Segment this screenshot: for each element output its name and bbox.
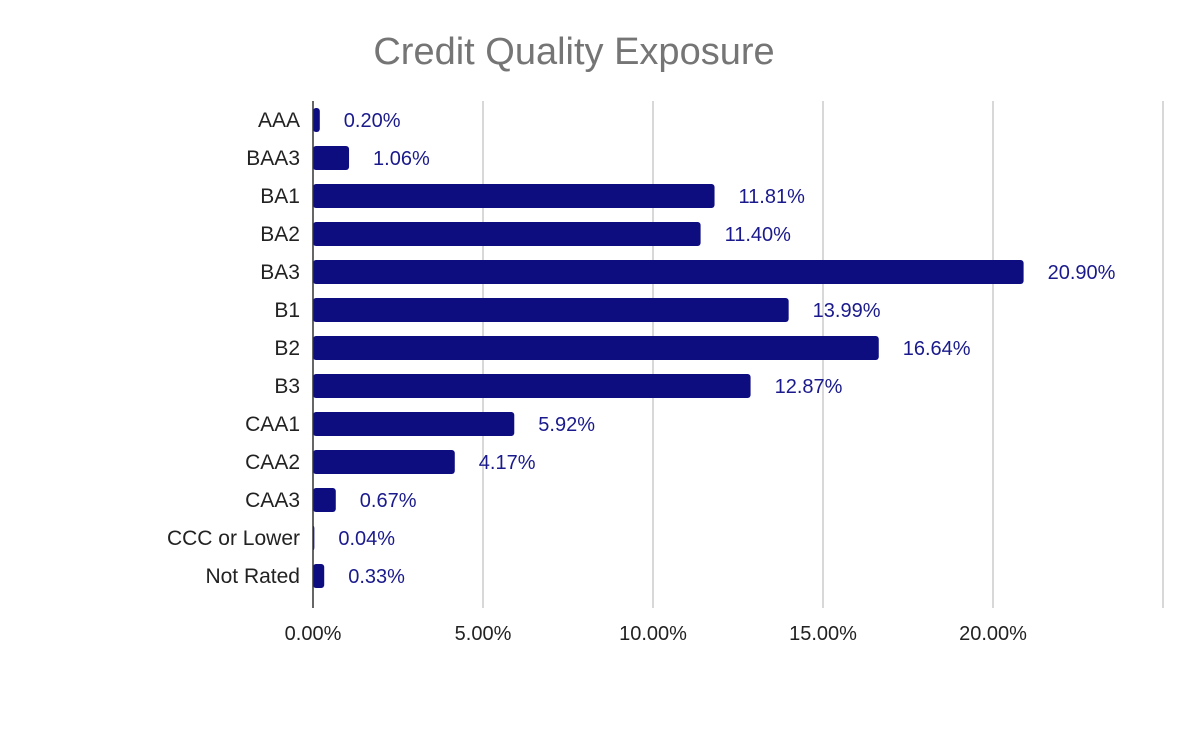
x-tick-label: 0.00% bbox=[285, 623, 342, 645]
x-tick-label: 20.00% bbox=[959, 623, 1027, 645]
bar bbox=[313, 450, 455, 474]
category-label: BAA3 bbox=[246, 147, 300, 170]
bar bbox=[313, 488, 336, 512]
category-labels: AAA BAA3 BA1 BA2 BA3 B1 B2 B3 CAA1 CAA2 CAA3 CCC or… bbox=[167, 109, 300, 588]
bar bbox=[313, 564, 325, 588]
data-label: 13.99% bbox=[813, 300, 881, 322]
data-label: 0.04% bbox=[338, 528, 395, 550]
data-label: 0.67% bbox=[360, 490, 417, 512]
category-label: AAA bbox=[258, 109, 300, 132]
bar bbox=[313, 298, 789, 322]
category-label: BA3 bbox=[260, 261, 300, 284]
data-label: 12.87% bbox=[775, 376, 843, 398]
bar bbox=[313, 260, 1024, 284]
bar bbox=[313, 374, 751, 398]
category-label: B1 bbox=[274, 299, 300, 322]
data-label: 0.20% bbox=[344, 110, 401, 132]
bar bbox=[313, 146, 350, 170]
bar bbox=[313, 412, 515, 436]
data-label: 0.33% bbox=[348, 566, 405, 588]
data-label: 4.17% bbox=[479, 452, 536, 474]
bar bbox=[313, 222, 701, 246]
category-label: B2 bbox=[274, 337, 300, 360]
category-label: Not Rated bbox=[205, 565, 300, 588]
bars bbox=[313, 108, 1024, 588]
x-tick-label: 15.00% bbox=[789, 623, 857, 645]
value-labels: 0.20% 1.06% 11.81% 11.40% 20.90% 13.99% 16.64%… bbox=[338, 110, 1115, 588]
x-tick-labels: 0.00% 5.00% 10.00% 15.00% 20.00% bbox=[285, 623, 1027, 645]
category-label: BA2 bbox=[260, 223, 300, 246]
data-label: 16.64% bbox=[903, 338, 971, 360]
data-label: 11.40% bbox=[725, 224, 792, 246]
bar bbox=[313, 108, 320, 132]
bar bbox=[313, 336, 879, 360]
data-label: 1.06% bbox=[373, 148, 430, 170]
x-tick-label: 10.00% bbox=[619, 623, 687, 645]
chart-title: Credit Quality Exposure bbox=[373, 31, 774, 73]
bar bbox=[313, 184, 715, 208]
x-tick-label: 5.00% bbox=[455, 623, 512, 645]
data-label: 20.90% bbox=[1048, 262, 1116, 284]
category-label: CAA1 bbox=[245, 413, 300, 436]
category-label: CAA2 bbox=[245, 451, 300, 474]
category-label: B3 bbox=[274, 375, 300, 398]
category-label: CCC or Lower bbox=[167, 527, 300, 550]
data-label: 11.81% bbox=[739, 186, 806, 208]
category-label: CAA3 bbox=[245, 489, 300, 512]
data-label: 5.92% bbox=[538, 414, 595, 436]
category-label: BA1 bbox=[260, 185, 300, 208]
